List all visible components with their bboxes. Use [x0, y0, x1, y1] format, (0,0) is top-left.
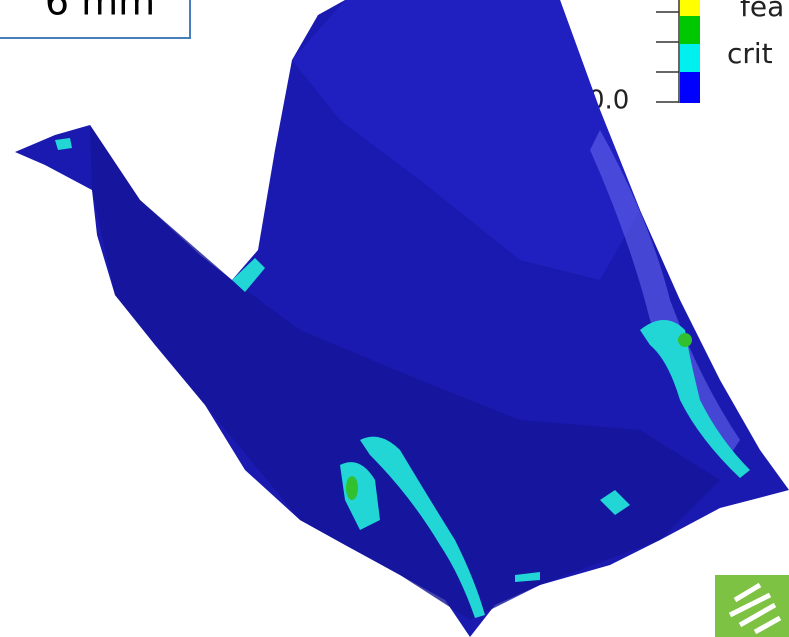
- legend-swatch: [680, 44, 700, 72]
- slide: 6 mm 0.0 fea crit: [0, 0, 789, 637]
- simulation-mesh: [15, 0, 789, 637]
- legend-text: fea: [740, 0, 784, 23]
- legend-bar: [656, 0, 700, 103]
- legend-swatch: [680, 72, 700, 103]
- page: 6 mm 0.0 fea crit (() => {: [0, 0, 789, 637]
- legend-swatch: [680, 16, 700, 44]
- legend-swatch: [680, 0, 700, 16]
- patch-high: [346, 476, 358, 500]
- header-text: 6 mm: [45, 0, 155, 24]
- patch: [55, 138, 72, 150]
- legend-text: crit: [727, 37, 773, 70]
- patch-high: [678, 333, 692, 347]
